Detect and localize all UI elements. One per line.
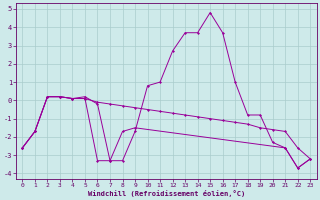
- X-axis label: Windchill (Refroidissement éolien,°C): Windchill (Refroidissement éolien,°C): [88, 190, 245, 197]
